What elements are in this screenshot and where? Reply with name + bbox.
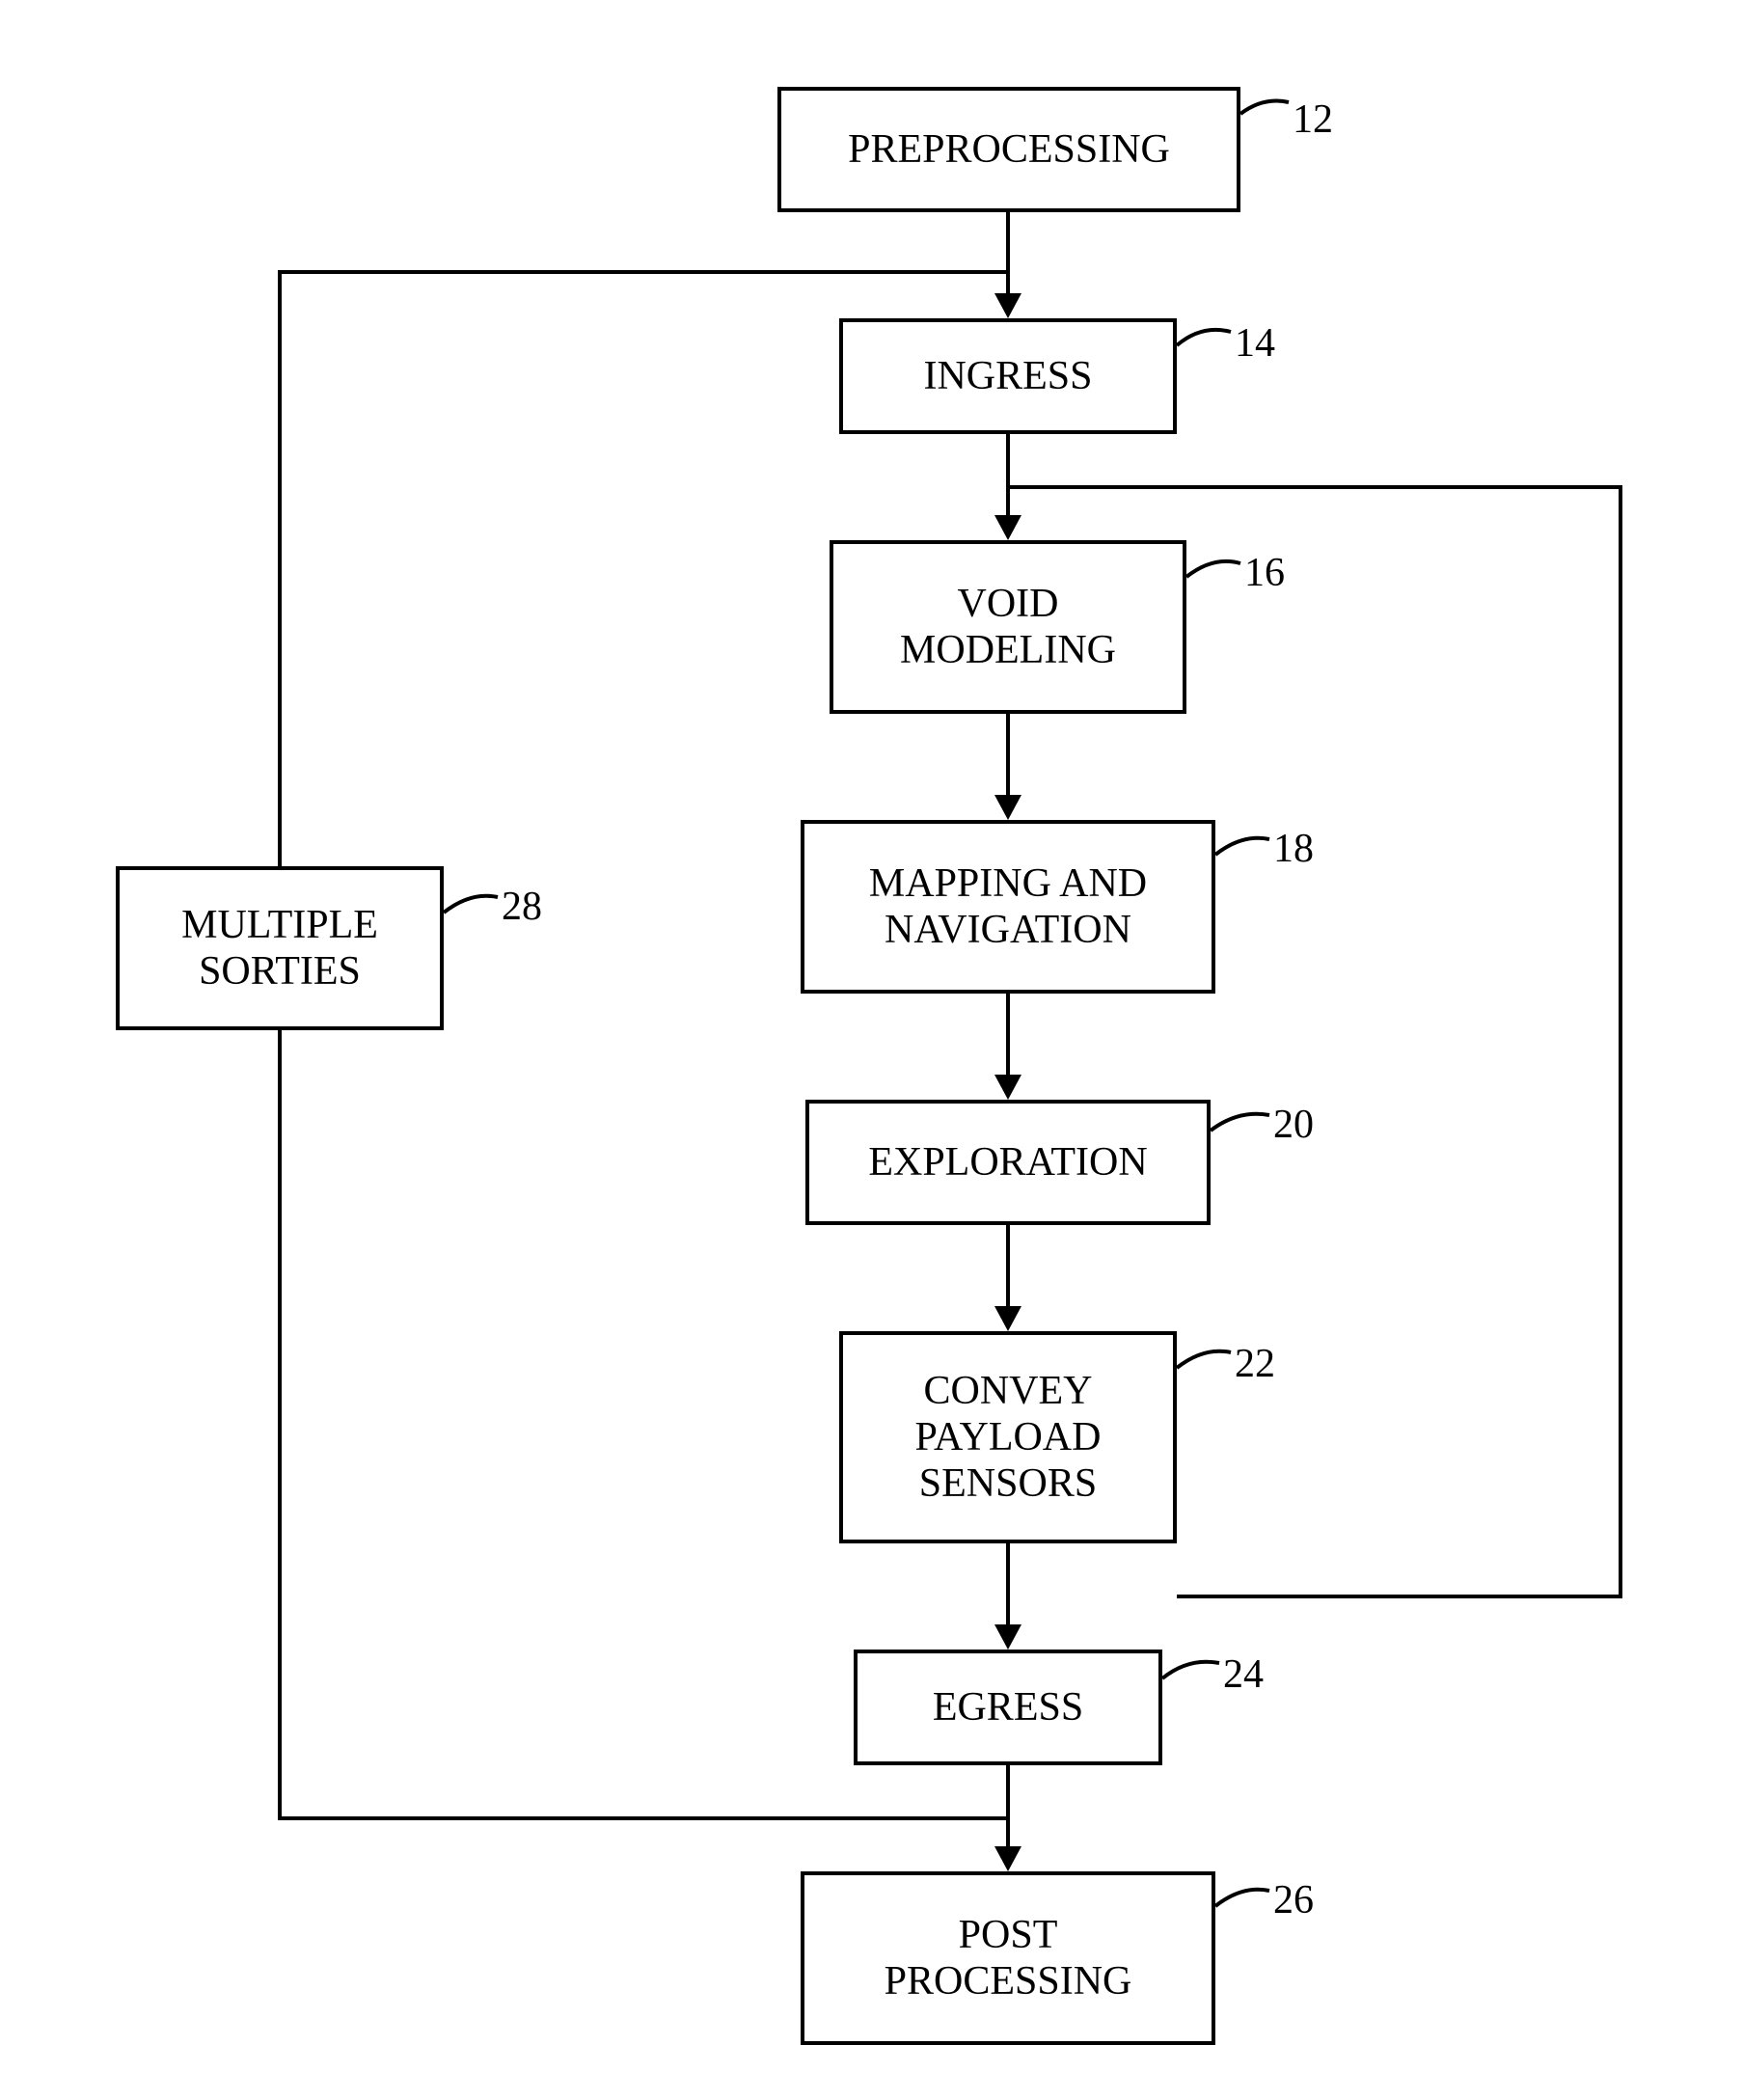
mapping-label: MAPPING ANDNAVIGATION (869, 860, 1147, 954)
convey-box: CONVEYPAYLOADSENSORS (839, 1331, 1177, 1543)
post-ref: 26 (1273, 1877, 1314, 1923)
sorties-box: MULTIPLESORTIES (116, 866, 444, 1030)
sorties-ref: 28 (502, 884, 542, 930)
ingress-ref: 14 (1235, 320, 1275, 367)
exploration-label: EXPLORATION (868, 1139, 1147, 1186)
preprocessing-box: PREPROCESSING (777, 87, 1240, 212)
post-label: POSTPROCESSING (885, 1912, 1132, 2005)
flow-lines (0, 0, 1743, 2100)
preprocessing-ref: 12 (1293, 96, 1333, 143)
sorties-label: MULTIPLESORTIES (181, 902, 378, 995)
egress-label: EGRESS (933, 1684, 1083, 1731)
egress-ref: 24 (1223, 1651, 1264, 1698)
void-label: VOIDMODELING (900, 581, 1116, 674)
mapping-ref: 18 (1273, 826, 1314, 872)
egress-box: EGRESS (854, 1650, 1162, 1765)
exploration-ref: 20 (1273, 1102, 1314, 1148)
mapping-box: MAPPING ANDNAVIGATION (801, 820, 1215, 994)
void-box: VOIDMODELING (830, 540, 1186, 714)
convey-ref: 22 (1235, 1341, 1275, 1387)
ingress-label: INGRESS (923, 353, 1092, 399)
ingress-box: INGRESS (839, 318, 1177, 434)
void-ref: 16 (1244, 550, 1285, 596)
post-box: POSTPROCESSING (801, 1871, 1215, 2045)
preprocessing-label: PREPROCESSING (848, 126, 1170, 173)
exploration-box: EXPLORATION (805, 1100, 1211, 1225)
convey-label: CONVEYPAYLOADSENSORS (915, 1368, 1102, 1508)
